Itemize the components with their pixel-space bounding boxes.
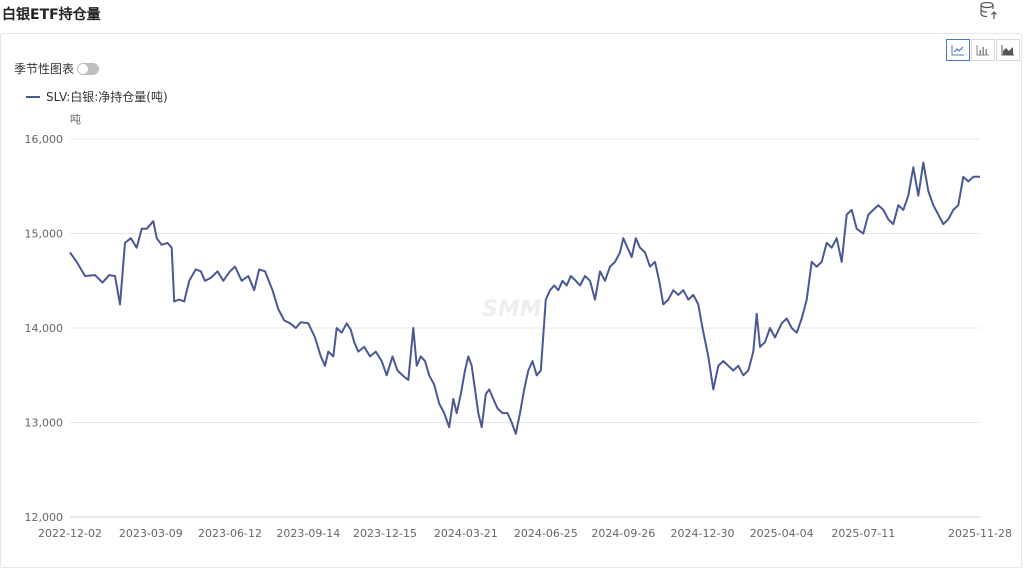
export-button[interactable] [978, 0, 1000, 22]
area-chart-button[interactable] [996, 39, 1020, 61]
x-tick-label: 2023-03-09 [119, 527, 183, 540]
seasonal-label: 季节性图表 [14, 62, 75, 76]
bar-chart-button[interactable] [971, 39, 995, 61]
page-title: 白银ETF持仓量 [2, 7, 101, 23]
line-chart-button[interactable] [946, 39, 970, 61]
x-tick-label: 2023-06-12 [198, 527, 262, 540]
x-tick-label: 2023-12-15 [353, 527, 417, 540]
y-tick-label: 12,000 [25, 511, 64, 524]
line-chart-icon [951, 45, 964, 56]
watermark: SMM [482, 297, 542, 322]
x-tick-label: 2023-09-14 [276, 527, 340, 540]
seasonal-toggle[interactable] [77, 62, 100, 75]
y-tick-label: 16,000 [25, 133, 64, 146]
legend-label: SLV:白银:净持仓量(吨) [46, 90, 168, 104]
y-tick-label: 15,000 [25, 228, 64, 241]
x-tick-label: 2025-07-11 [831, 527, 895, 540]
x-tick-label: 2024-09-26 [591, 527, 655, 540]
chart-panel [0, 33, 1022, 568]
legend[interactable]: SLV:白银:净持仓量(吨) [26, 88, 168, 105]
y-tick-label: 14,000 [25, 322, 64, 335]
x-tick-label: 2024-12-30 [671, 527, 735, 540]
y-tick-label: 13,000 [25, 417, 64, 430]
bar-chart-icon [976, 45, 989, 56]
x-tick-label: 2024-06-25 [514, 527, 578, 540]
seasonal-toggle-group: 季节性图表 [14, 60, 100, 77]
x-tick-label: 2025-11-28 [948, 527, 1012, 540]
y-axis-unit: 吨 [70, 113, 81, 126]
chart-type-switcher [945, 39, 1020, 61]
x-tick-label: 2022-12-02 [38, 527, 102, 540]
database-export-icon [980, 1, 997, 19]
x-tick-label: 2025-04-04 [750, 527, 814, 540]
legend-swatch [26, 95, 40, 98]
series-line-slv[interactable] [69, 161, 980, 435]
x-tick-label: 2024-03-21 [434, 527, 498, 540]
area-chart-icon [1001, 45, 1014, 56]
